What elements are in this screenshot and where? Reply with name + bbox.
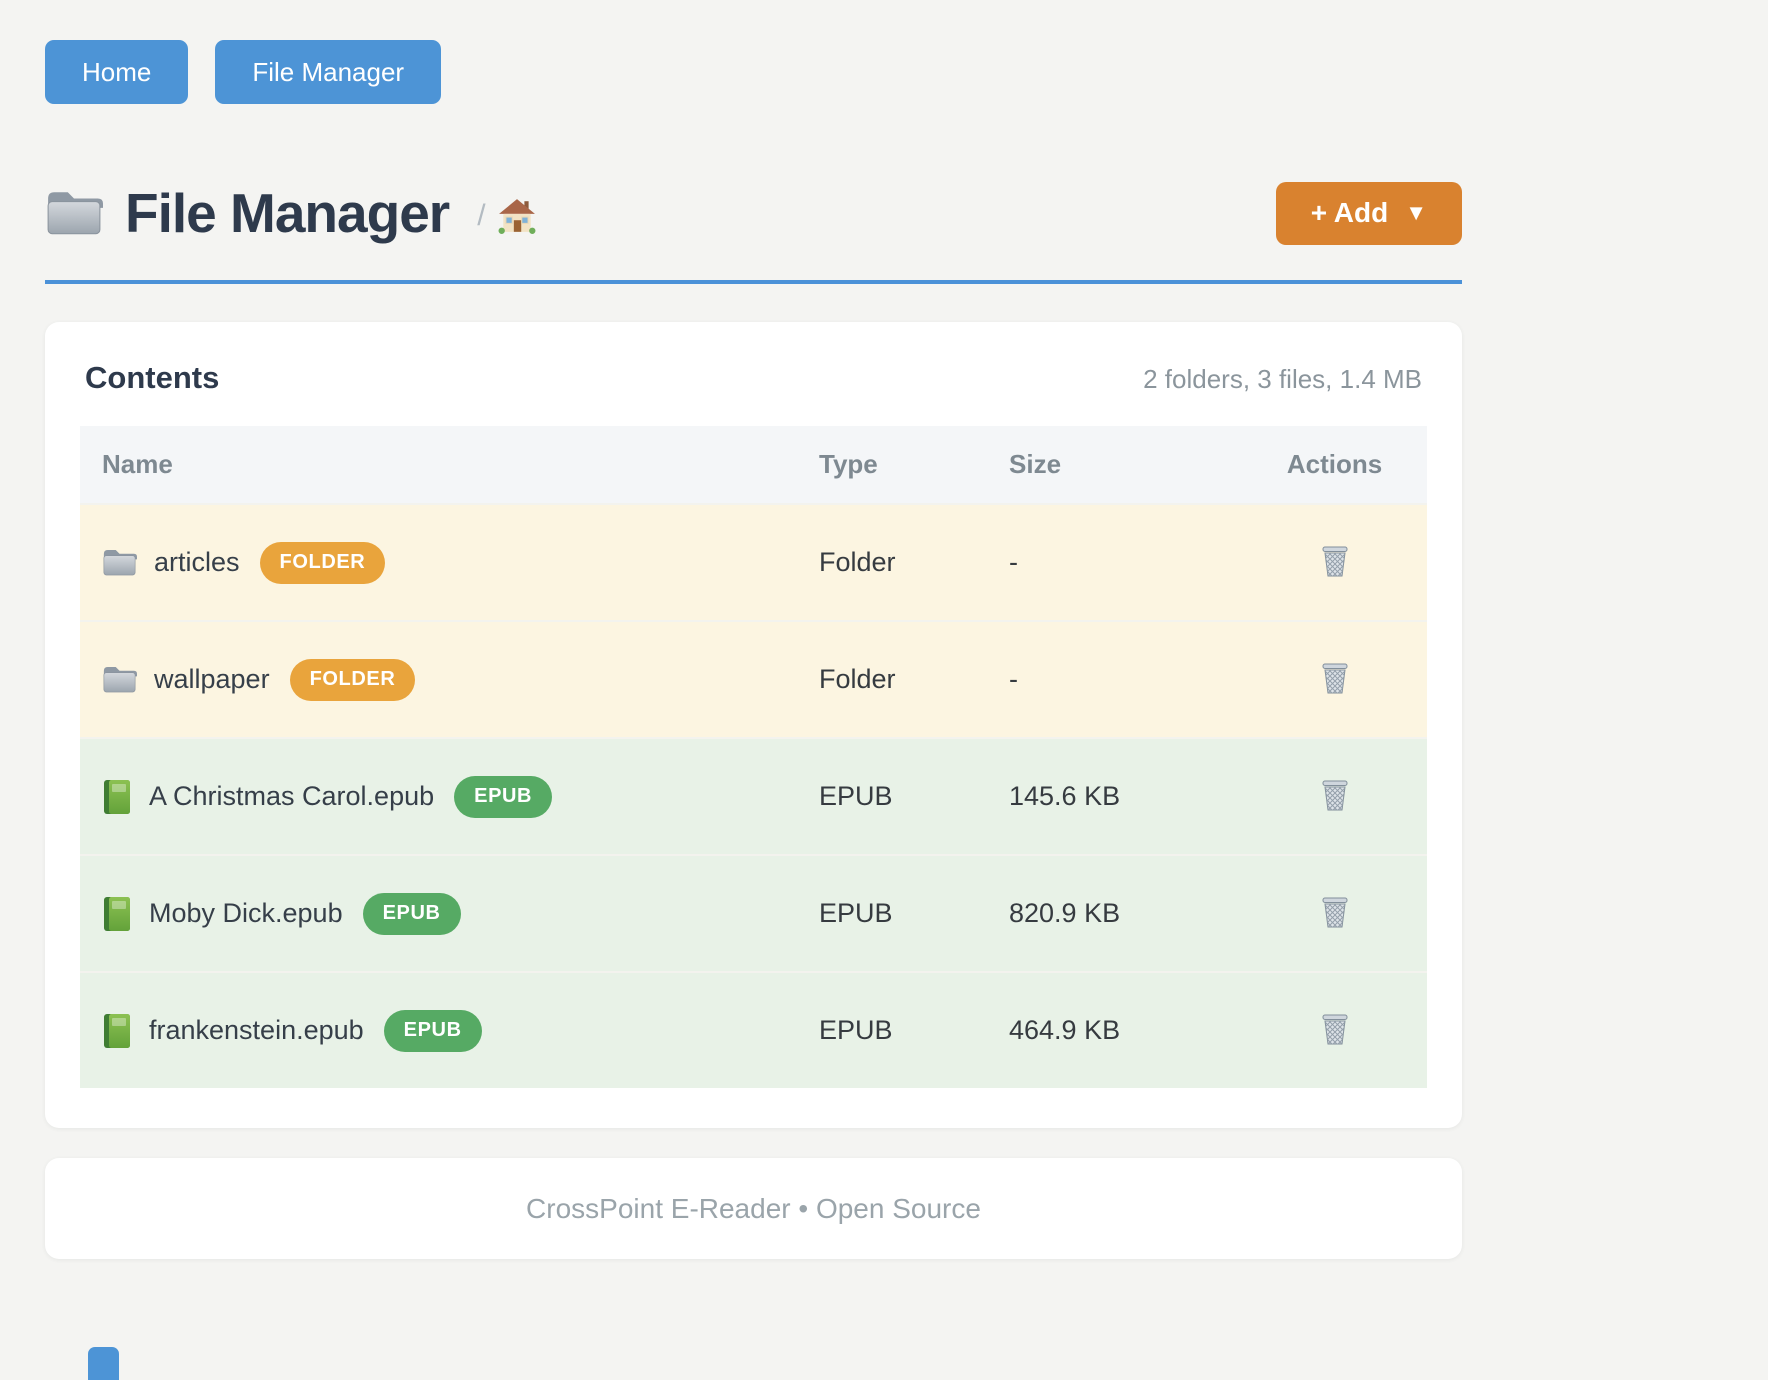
type-cell: Folder bbox=[797, 503, 987, 621]
name-cell[interactable]: Moby Dick.epub EPUB bbox=[80, 854, 797, 972]
contents-summary: 2 folders, 3 files, 1.4 MB bbox=[1143, 364, 1422, 394]
type-badge: FOLDER bbox=[289, 658, 416, 701]
green-book-icon bbox=[102, 779, 132, 815]
nav-file-manager-button[interactable]: File Manager bbox=[215, 40, 442, 104]
file-manager-page: Home File Manager File Manager / bbox=[45, 40, 1462, 1259]
table-header-row: Name Type Size Actions bbox=[80, 426, 1427, 504]
name-cell[interactable]: wallpaper FOLDER bbox=[80, 620, 797, 738]
contents-card: Contents 2 folders, 3 files, 1.4 MB Name… bbox=[45, 322, 1462, 1128]
name-cell[interactable]: articles FOLDER bbox=[80, 503, 797, 621]
type-cell: EPUB bbox=[797, 971, 987, 1088]
trash-icon bbox=[1320, 897, 1350, 932]
column-header-size: Size bbox=[987, 426, 1242, 504]
top-nav: Home File Manager bbox=[45, 40, 1462, 104]
type-badge: EPUB bbox=[383, 1009, 482, 1052]
item-name: frankenstein.epub bbox=[149, 1015, 364, 1045]
column-header-name: Name bbox=[80, 426, 797, 504]
nav-home-button[interactable]: Home bbox=[45, 40, 189, 104]
title-divider bbox=[45, 280, 1462, 284]
page-title-group: File Manager / bbox=[45, 181, 536, 245]
type-badge: FOLDER bbox=[259, 541, 386, 584]
breadcrumb-separator: / bbox=[477, 199, 486, 232]
folder-icon bbox=[45, 189, 103, 237]
delete-button[interactable] bbox=[1314, 540, 1356, 585]
type-cell: EPUB bbox=[797, 854, 987, 972]
type-cell: EPUB bbox=[797, 737, 987, 855]
folder-icon bbox=[102, 665, 137, 694]
item-name: Moby Dick.epub bbox=[149, 898, 343, 928]
table-row: articles FOLDER Folder - bbox=[80, 503, 1427, 621]
footer-text: CrossPoint E-Reader • Open Source bbox=[526, 1192, 981, 1224]
folder-icon bbox=[102, 548, 137, 577]
size-cell: - bbox=[987, 503, 1242, 621]
delete-button[interactable] bbox=[1314, 891, 1356, 936]
item-name: wallpaper bbox=[154, 664, 270, 694]
contents-card-header: Contents 2 folders, 3 files, 1.4 MB bbox=[80, 360, 1427, 396]
table-row: wallpaper FOLDER Folder - bbox=[80, 620, 1427, 738]
footer-card: CrossPoint E-Reader • Open Source bbox=[45, 1158, 1462, 1259]
name-cell[interactable]: A Christmas Carol.epub EPUB bbox=[80, 737, 797, 855]
item-name: articles bbox=[154, 547, 240, 577]
trash-icon bbox=[1320, 1014, 1350, 1049]
trash-icon bbox=[1320, 663, 1350, 698]
page-header: File Manager / + Add bbox=[45, 181, 1462, 245]
table-row: A Christmas Carol.epub EPUB EPUB 145.6 K… bbox=[80, 737, 1427, 855]
green-book-icon bbox=[102, 1013, 132, 1049]
page-title: File Manager bbox=[125, 182, 450, 244]
delete-button[interactable] bbox=[1314, 774, 1356, 819]
delete-button[interactable] bbox=[1314, 657, 1356, 702]
trash-icon bbox=[1320, 546, 1350, 581]
type-cell: Folder bbox=[797, 620, 987, 738]
name-cell[interactable]: frankenstein.epub EPUB bbox=[80, 971, 797, 1088]
delete-button[interactable] bbox=[1314, 1008, 1356, 1053]
table-row: frankenstein.epub EPUB EPUB 464.9 KB bbox=[80, 971, 1427, 1088]
home-icon[interactable] bbox=[498, 198, 536, 234]
file-table: Name Type Size Actions art bbox=[80, 426, 1427, 1088]
item-name: A Christmas Carol.epub bbox=[149, 781, 435, 811]
type-badge: EPUB bbox=[362, 892, 461, 935]
add-button[interactable]: + Add ▼ bbox=[1275, 181, 1462, 245]
size-cell: 145.6 KB bbox=[987, 737, 1242, 855]
partially-visible-button[interactable] bbox=[88, 1347, 119, 1380]
contents-title: Contents bbox=[85, 360, 220, 395]
trash-icon bbox=[1320, 780, 1350, 815]
size-cell: - bbox=[987, 620, 1242, 738]
green-book-icon bbox=[102, 896, 132, 932]
add-button-label: + Add bbox=[1310, 197, 1389, 228]
type-badge: EPUB bbox=[454, 775, 553, 818]
size-cell: 464.9 KB bbox=[987, 971, 1242, 1088]
caret-down-icon: ▼ bbox=[1405, 200, 1427, 225]
column-header-actions: Actions bbox=[1242, 426, 1427, 504]
column-header-type: Type bbox=[797, 426, 987, 504]
size-cell: 820.9 KB bbox=[987, 854, 1242, 972]
table-row: Moby Dick.epub EPUB EPUB 820.9 KB bbox=[80, 854, 1427, 972]
